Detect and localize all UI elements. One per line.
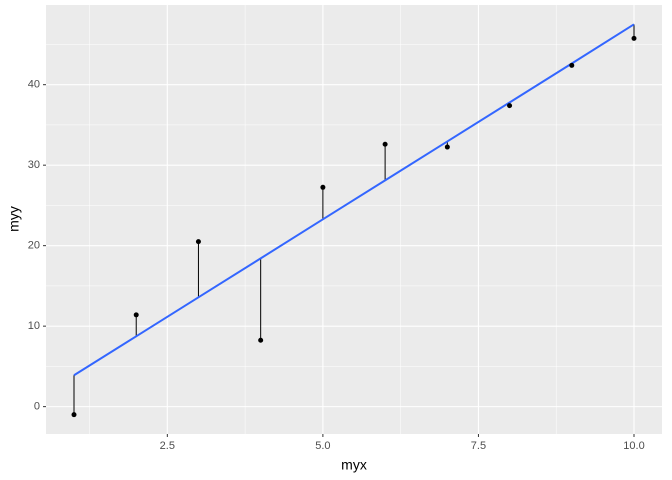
x-tick-label: 5.0 [315,440,330,452]
data-point [71,412,77,418]
panel-background [46,5,662,434]
y-axis-title: myy [6,206,22,232]
data-point [569,62,575,68]
y-tick-label: 40 [28,79,40,91]
y-tick-label: 10 [28,320,40,332]
y-tick-label: 20 [28,240,40,252]
fit-line [73,23,635,377]
x-tick-label: 7.5 [471,440,486,452]
data-point [133,312,139,318]
data-point [631,35,637,41]
x-axis-title: myx [341,457,367,473]
data-point [444,144,450,150]
x-tick-label: 10.0 [623,440,644,452]
y-tick-label: 0 [34,401,40,413]
data-point [382,141,388,147]
data-point [320,184,326,190]
x-tick-label: 2.5 [160,440,175,452]
data-point [507,103,513,109]
y-tick-label: 30 [28,159,40,171]
data-point [258,337,264,343]
data-point [195,239,201,245]
